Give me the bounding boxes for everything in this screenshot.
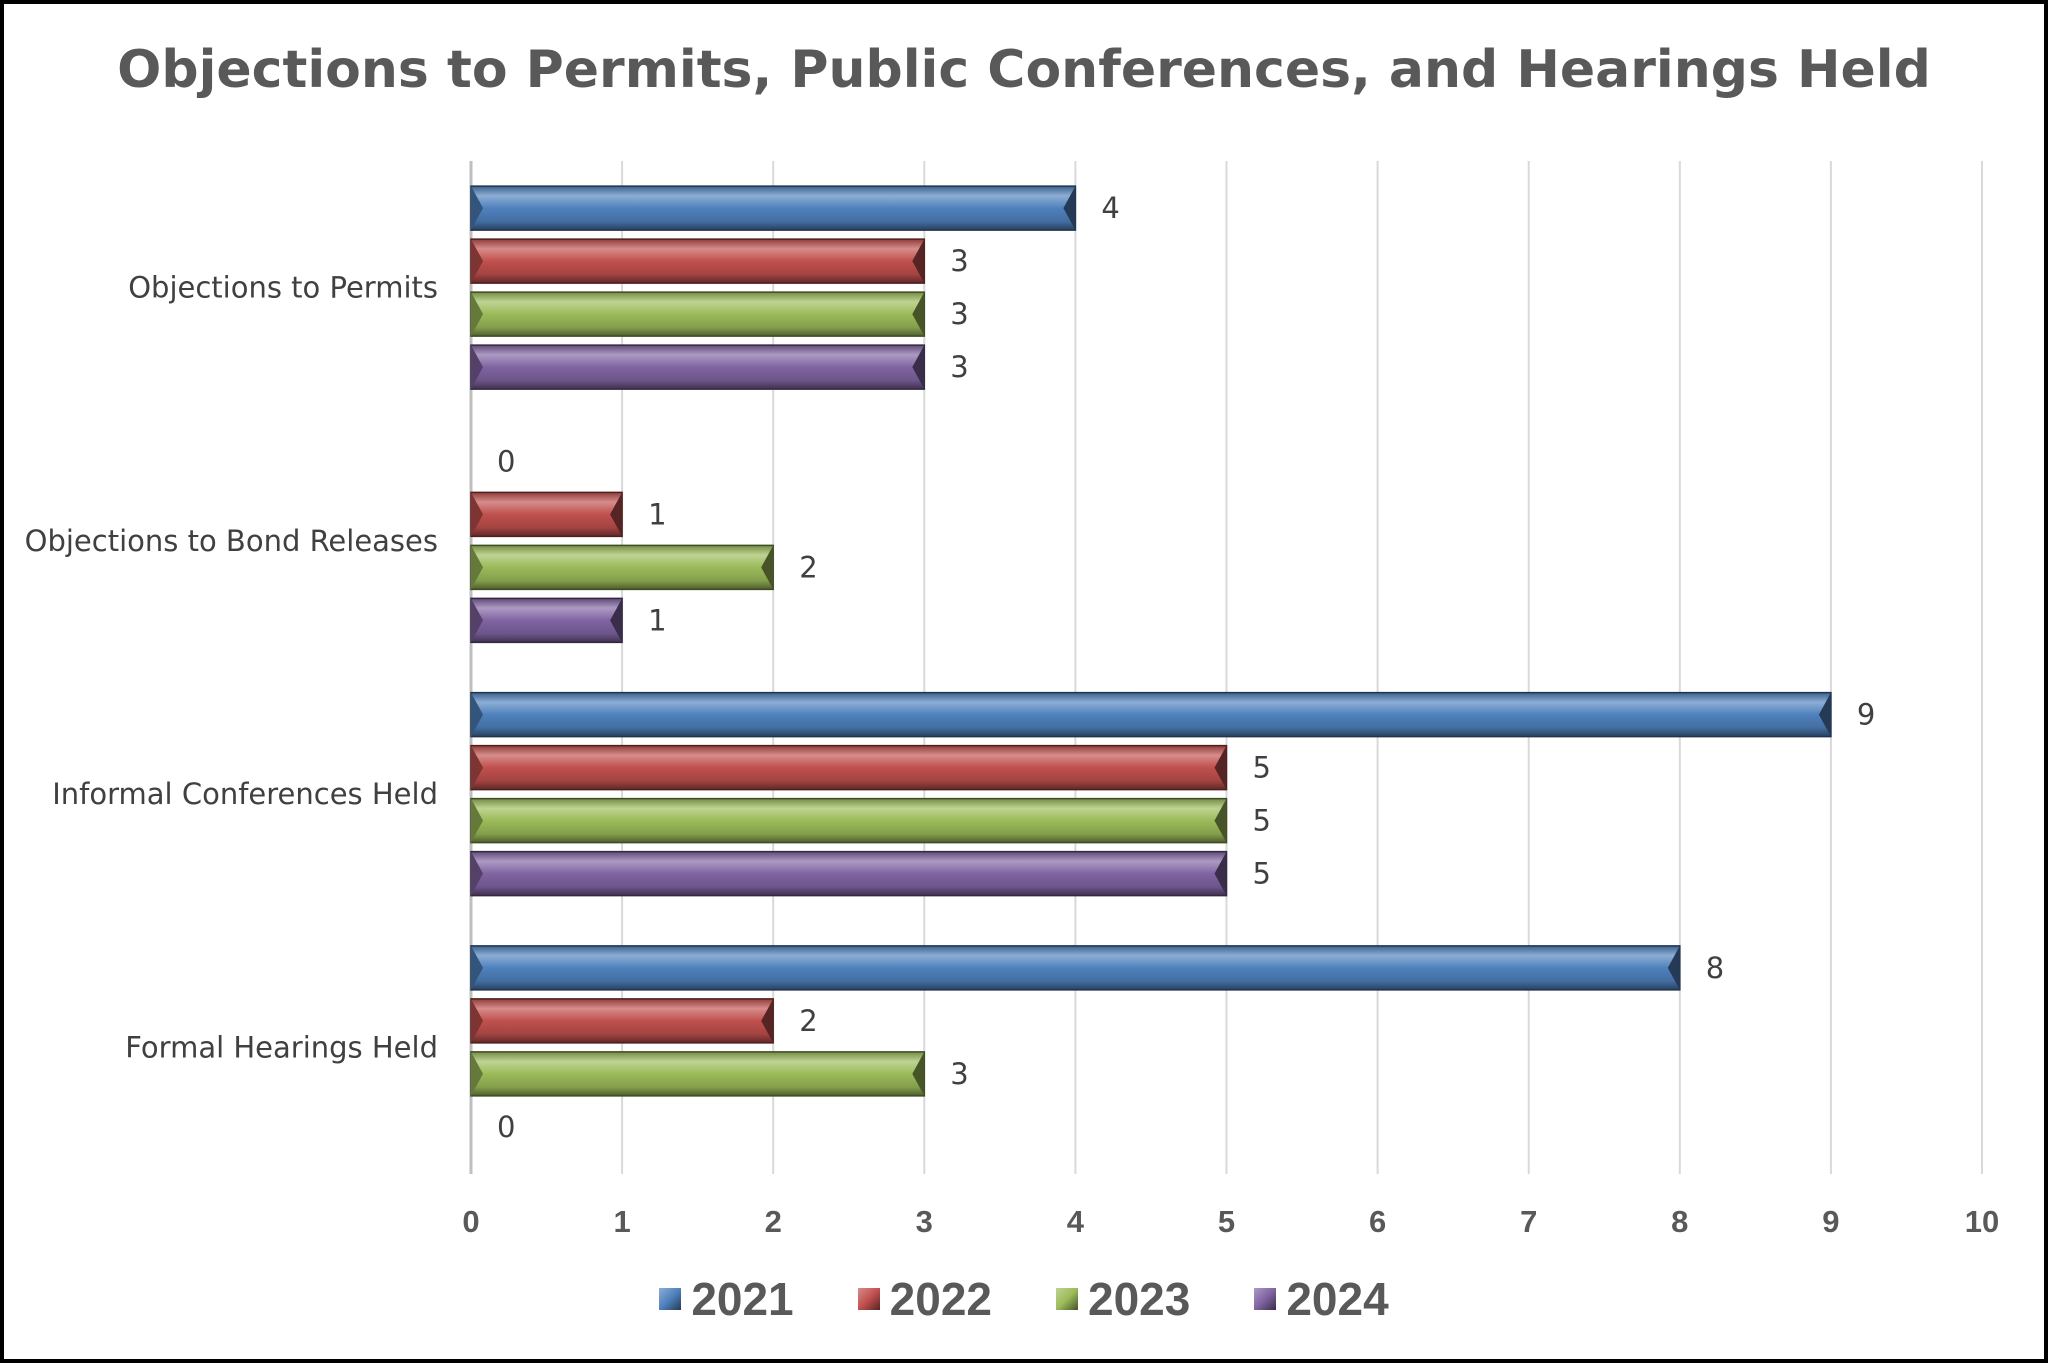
bar-2022 xyxy=(470,238,926,284)
legend-label: 2023 xyxy=(1088,1273,1191,1325)
data-label: 8 xyxy=(1706,951,1724,985)
data-label: 0 xyxy=(497,444,515,478)
bar-bevel xyxy=(471,186,483,231)
legend-swatch xyxy=(857,1288,880,1310)
bar-bevel xyxy=(1818,692,1831,737)
x-tick-label: 9 xyxy=(1822,1204,1839,1239)
bar-2021 xyxy=(470,691,1832,738)
legend-label: 2024 xyxy=(1286,1273,1389,1325)
data-label: 3 xyxy=(950,1057,968,1091)
bar-bevel xyxy=(610,492,623,537)
data-label: 9 xyxy=(1857,698,1875,732)
x-tick-label: 6 xyxy=(1369,1204,1386,1239)
x-tick-label: 7 xyxy=(1520,1204,1537,1239)
x-tick-label: 8 xyxy=(1671,1204,1688,1239)
data-label: 4 xyxy=(1101,191,1119,225)
bar-bevel xyxy=(761,998,774,1043)
data-label: 2 xyxy=(799,1004,817,1038)
bar-2023 xyxy=(470,1051,926,1097)
data-label: 5 xyxy=(1253,804,1271,838)
data-label: 0 xyxy=(497,1110,515,1144)
data-label: 3 xyxy=(950,350,968,384)
legend-item: 2024 xyxy=(1254,1272,1389,1326)
bar-bevel xyxy=(471,492,483,537)
legend-item: 2022 xyxy=(857,1272,992,1326)
bar-2024 xyxy=(470,850,1228,897)
bar-2024 xyxy=(470,597,623,644)
data-label: 2 xyxy=(799,550,817,584)
bar-bevel xyxy=(471,745,483,790)
legend-swatch xyxy=(1056,1288,1078,1310)
bar-2022 xyxy=(470,744,1228,791)
bar-bevel xyxy=(471,851,483,896)
bar-bevel xyxy=(912,239,925,284)
bar-bevel xyxy=(471,345,483,390)
chart-title: Objections to Permits, Public Conference… xyxy=(117,40,1931,100)
legend-item: 2021 xyxy=(659,1272,794,1326)
legend-label: 2022 xyxy=(889,1273,992,1325)
bar-bevel xyxy=(471,239,483,284)
bar-2021 xyxy=(470,185,1077,231)
bar-2021 xyxy=(470,945,1681,991)
category-label: Objections to Bond Releases xyxy=(25,524,438,558)
data-label: 3 xyxy=(950,297,968,331)
bar-bevel xyxy=(912,345,925,390)
legend-swatch xyxy=(1254,1288,1277,1310)
bar-2022 xyxy=(470,491,623,538)
data-label: 3 xyxy=(950,244,968,278)
bar-bevel xyxy=(912,1051,925,1096)
bar-bevel xyxy=(1063,186,1076,231)
bar-bevel xyxy=(471,945,483,990)
category-label: Informal Conferences Held xyxy=(52,777,438,811)
bar-bevel xyxy=(471,1051,483,1096)
bar-bevel xyxy=(471,292,483,337)
bar-bevel xyxy=(471,798,483,843)
bar-bevel xyxy=(761,545,774,590)
legend-swatch xyxy=(659,1288,682,1310)
bar-2024 xyxy=(470,344,926,390)
data-label: 5 xyxy=(1253,751,1271,785)
bar-2023 xyxy=(470,291,926,337)
data-label: 1 xyxy=(648,497,666,531)
legend-label: 2021 xyxy=(691,1273,794,1325)
category-label: Formal Hearings Held xyxy=(125,1030,438,1064)
bar-bevel xyxy=(1214,745,1227,790)
bar-bevel xyxy=(471,598,483,643)
x-tick-label: 0 xyxy=(462,1204,479,1239)
x-tick-label: 1 xyxy=(613,1204,630,1239)
x-tick-label: 5 xyxy=(1218,1204,1235,1239)
x-tick-label: 3 xyxy=(916,1204,933,1239)
bar-2023 xyxy=(470,544,774,591)
x-tick-label: 2 xyxy=(765,1204,782,1239)
category-label: Objections to Permits xyxy=(128,271,438,305)
bar-bevel xyxy=(912,292,925,337)
data-label: 1 xyxy=(648,603,666,637)
bar-bevel xyxy=(1214,798,1227,843)
bar-bevel xyxy=(471,545,483,590)
x-tick-label: 4 xyxy=(1067,1204,1085,1239)
bar-bevel xyxy=(471,692,483,737)
bar-2023 xyxy=(470,797,1228,844)
legend: 2021 2022 2023 2024 xyxy=(4,1272,2044,1326)
bar-2022 xyxy=(470,998,774,1044)
bar-bevel xyxy=(1214,851,1227,896)
legend-item: 2023 xyxy=(1056,1272,1190,1326)
bar-bevel xyxy=(1667,945,1680,990)
bar-bevel xyxy=(610,598,623,643)
data-label: 5 xyxy=(1253,857,1271,891)
x-tick-label: 10 xyxy=(1965,1204,1999,1239)
bars xyxy=(470,185,1832,1097)
bar-bevel xyxy=(471,998,483,1043)
